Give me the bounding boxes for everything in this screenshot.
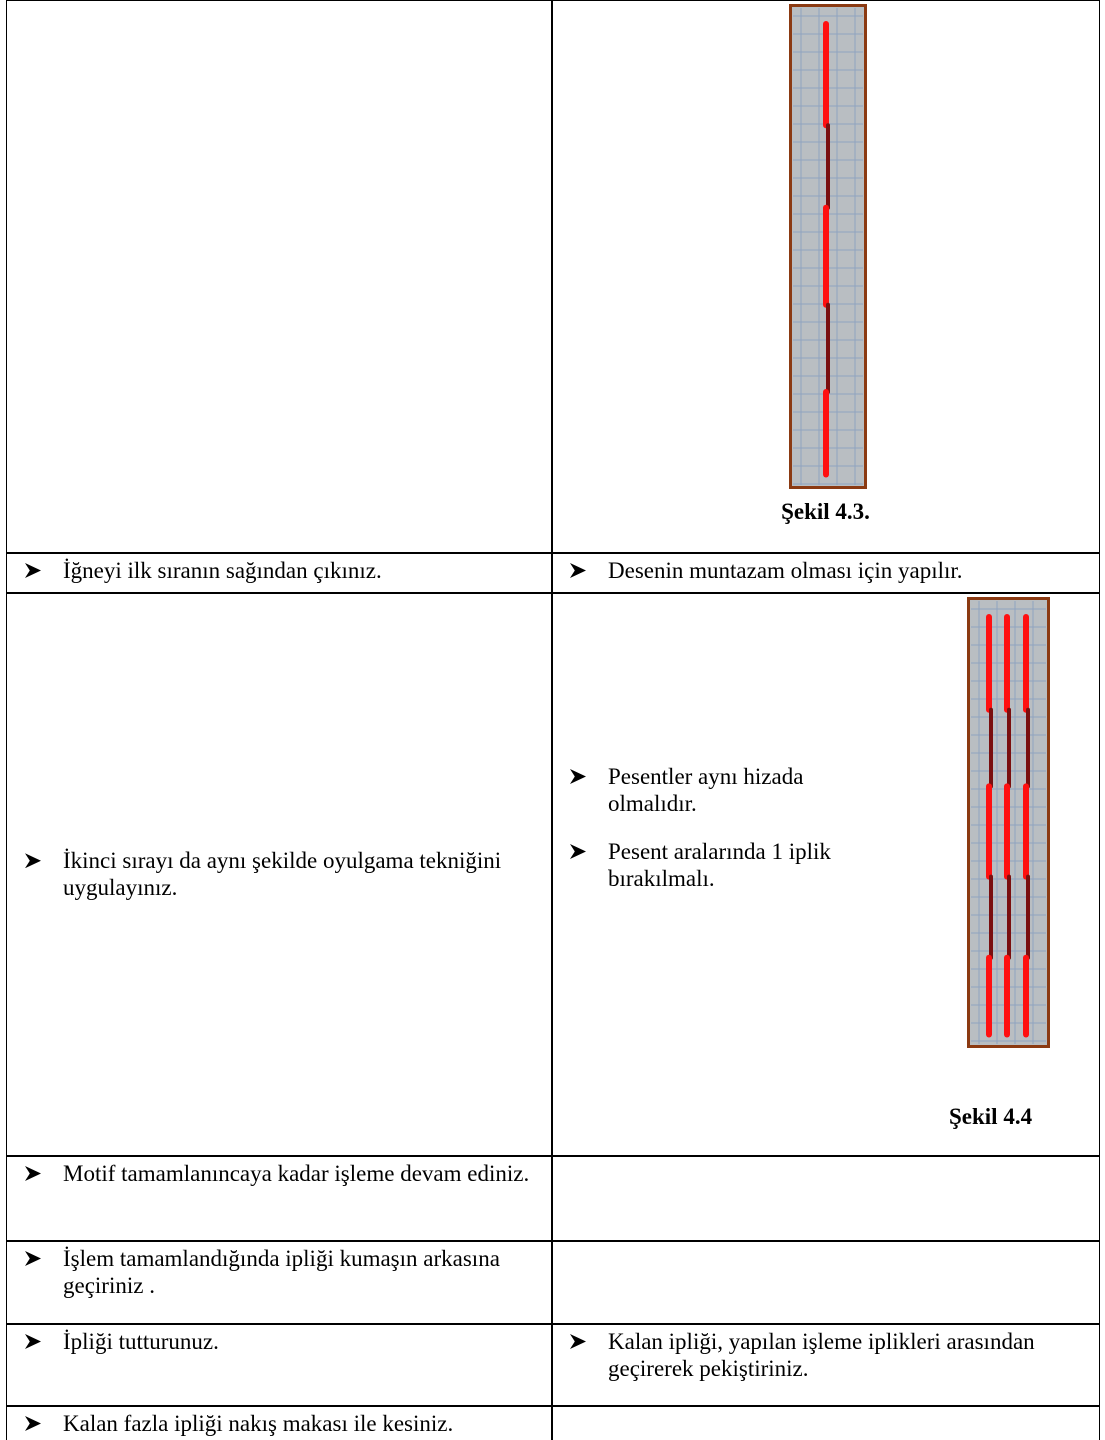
bullet-arrow (570, 563, 586, 578)
text-block: Pesentler aynı hizada olmalıdır. Pesent a… (562, 763, 872, 913)
table-cell: İğneyi ilk sıranın sağından çıkınız. (6, 552, 553, 594)
item-text: Kalan ipliği, yapılan işleme iplikleri a… (608, 1329, 1035, 1381)
bullet-item: Kalan fazla ipliği nakış makası ile kesi… (17, 1410, 542, 1437)
item-text: Pesent aralarında 1 iplik bırakılmalı. (608, 839, 831, 891)
bullet-arrow (25, 563, 41, 578)
table-cell: Pesentler aynı hizada olmalıdır. Pesent a… (551, 592, 1100, 1157)
bullet-item: Motif tamamlanıncaya kadar işleme devam … (17, 1160, 542, 1187)
item-text: Pesentler aynı hizada olmalıdır. (608, 764, 804, 816)
bullet-item: Pesentler aynı hizada olmalıdır. (562, 763, 872, 817)
bullet-item: İşlem tamamlandığında ipliği kumaşın ark… (17, 1245, 542, 1299)
table-cell (551, 1240, 1100, 1325)
bullet-item: Pesent aralarında 1 iplik bırakılmalı. (562, 838, 872, 892)
table-cell: Desenin muntazam olması için yapılır. (551, 552, 1100, 594)
figure-image (789, 4, 867, 489)
item-text: İkinci sırayı da aynı şekilde oyulgama t… (63, 848, 502, 901)
bullet-item: Kalan ipliği, yapılan işleme iplikleri a… (562, 1328, 1089, 1382)
bullet-item: Desenin muntazam olması için yapılır. (562, 557, 1089, 584)
item-text: İşlem tamamlandığında ipliği kumaşın ark… (63, 1246, 500, 1298)
figure-caption: Şekil 4.4 (949, 1104, 1033, 1129)
table-cell: Kalan ipliği, yapılan işleme iplikleri a… (551, 1323, 1100, 1407)
item-text: Motif tamamlanıncaya kadar işleme devam … (63, 1161, 530, 1186)
bullet-item: İkinci sırayı da aynı şekilde oyulgama t… (17, 847, 542, 901)
table-cell: İkinci sırayı da aynı şekilde oyulgama t… (6, 592, 553, 1157)
bullet-arrow (25, 1416, 41, 1431)
item-text: İpliği tutturunuz. (63, 1329, 219, 1354)
bullet-item: İğneyi ilk sıranın sağından çıkınız. (17, 557, 542, 584)
figure-caption: Şekil 4.3. (781, 499, 870, 524)
bullet-arrow (25, 853, 41, 869)
bullet-arrow (25, 1251, 41, 1266)
table-cell: İpliği tutturunuz. (6, 1323, 553, 1407)
table-cell: Kalan fazla ipliği nakış makası ile kesi… (6, 1405, 553, 1440)
bullet-arrow (570, 1334, 586, 1349)
figure-image (967, 597, 1050, 1048)
bullet-arrow (570, 769, 586, 784)
table-cell (6, 0, 553, 554)
table-cell: İşlem tamamlandığında ipliği kumaşın ark… (6, 1240, 553, 1325)
table-cell (551, 1155, 1100, 1242)
item-text: Desenin muntazam olması için yapılır. (608, 558, 963, 583)
item-text: İğneyi ilk sıranın sağından çıkınız. (63, 558, 382, 583)
table-cell (551, 1405, 1100, 1440)
bullet-item: İpliği tutturunuz. (17, 1328, 542, 1355)
bullet-arrow (25, 1166, 41, 1181)
item-text: Kalan fazla ipliği nakış makası ile kesi… (63, 1411, 454, 1436)
table-cell: Şekil 4.3. (551, 0, 1100, 554)
bullet-arrow (25, 1334, 41, 1349)
bullet-arrow (570, 844, 586, 859)
table-cell: Motif tamamlanıncaya kadar işleme devam … (6, 1155, 553, 1242)
